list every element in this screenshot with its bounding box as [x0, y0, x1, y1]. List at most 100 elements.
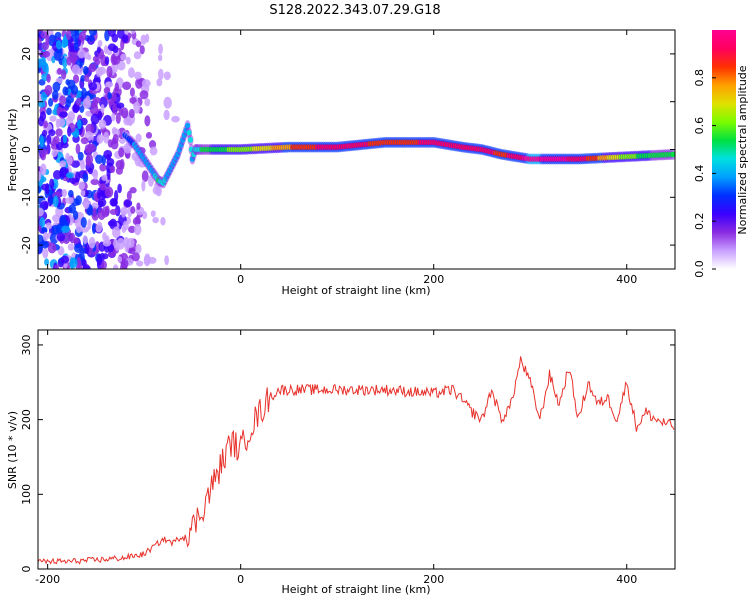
heatmap-cell	[66, 155, 73, 165]
heatmap-cell	[103, 45, 109, 54]
snr-x-tick-label: 400	[616, 573, 637, 586]
heatmap-cell	[93, 99, 98, 108]
heatmap-cell	[74, 30, 80, 40]
heatmap-cell	[77, 48, 86, 59]
heatmap-cell	[131, 252, 140, 262]
spectrogram-x-tick-label: 200	[423, 273, 444, 286]
snr-x-label: Height of straight line (km)	[281, 583, 430, 596]
heatmap-cell	[135, 77, 143, 89]
heatmap-cell	[92, 55, 100, 63]
heatmap-cell	[122, 81, 132, 91]
heatmap-cell	[46, 73, 51, 83]
heatmap-cell	[68, 189, 74, 198]
heatmap-cell	[126, 237, 135, 249]
heatmap-cell	[67, 111, 76, 122]
heatmap-cell	[102, 239, 112, 247]
heatmap-cell	[145, 33, 150, 43]
heatmap-cell	[62, 86, 69, 96]
heatmap-cell	[107, 30, 116, 37]
heatmap-cell	[122, 220, 129, 231]
heatmap-cell	[158, 43, 163, 55]
heatmap-cell	[110, 198, 116, 207]
heatmap-cell	[163, 96, 172, 109]
heatmap-cell	[54, 264, 59, 269]
spectrogram-panel: -200 0 200 400 -20 -10 0 10 20 Height of straig…	[6, 29, 676, 297]
heatmap-cell	[103, 131, 110, 144]
heatmap-cell	[78, 31, 87, 42]
heatmap-cell	[38, 58, 44, 69]
colorbar: 0.0 0.2 0.4 0.6 0.8 Normalized spectral ampl…	[693, 30, 749, 278]
heatmap-cell	[99, 183, 107, 191]
snr-y-tick-label: 300	[20, 334, 33, 355]
heatmap-cell	[135, 215, 141, 227]
snr-y-tick-label: 100	[20, 484, 33, 505]
heatmap-cell	[55, 128, 63, 137]
heatmap-cell	[85, 153, 94, 166]
heatmap-cell	[97, 46, 102, 54]
heatmap-cell	[66, 172, 74, 179]
heatmap-cell	[135, 260, 144, 267]
heatmap-cell	[127, 67, 135, 79]
heatmap-cell	[117, 183, 122, 194]
heatmap-cell	[48, 129, 56, 137]
heatmap-cell	[71, 64, 81, 75]
spectrogram-x-ticks: -200 0 200 400	[35, 30, 637, 286]
heatmap-cell	[128, 108, 135, 119]
heatmap-cell	[158, 68, 164, 81]
heatmap-cell	[112, 226, 121, 238]
heatmap-cell	[115, 112, 121, 124]
heatmap-cell	[88, 63, 97, 73]
heatmap-cell	[69, 257, 74, 269]
heatmap-cell	[157, 54, 163, 62]
heatmap-cell	[100, 103, 105, 114]
heatmap-cell	[39, 135, 44, 148]
heatmap-cell	[61, 225, 71, 233]
heatmap-cell	[114, 190, 119, 202]
spectrogram-heatmap	[38, 30, 675, 269]
heatmap-cell	[61, 188, 68, 198]
heatmap-cell	[78, 181, 85, 190]
heatmap-cell	[80, 189, 86, 197]
heatmap-cell	[134, 71, 142, 80]
heatmap-cell	[141, 179, 146, 192]
heatmap-cell	[111, 112, 116, 122]
spectrogram-y-tick-label: -20	[20, 236, 33, 254]
heatmap-cell	[107, 43, 117, 51]
colorbar-tick-label: 0.6	[693, 117, 706, 135]
spectrogram-x-tick-label: 0	[237, 273, 244, 286]
heatmap-cell	[87, 54, 92, 61]
heatmap-cell	[95, 224, 103, 233]
heatmap-cell	[147, 256, 157, 264]
heatmap-cell	[133, 51, 142, 60]
heatmap-cell	[129, 96, 137, 104]
heatmap-cell	[60, 255, 70, 264]
chart-title: S128.2022.343.07.29.G18	[269, 3, 440, 18]
heatmap-cell	[160, 217, 166, 226]
heatmap-cell	[67, 243, 75, 251]
spectrogram-y-tick-label: 20	[20, 47, 33, 61]
heatmap-cell	[123, 199, 133, 208]
heatmap-cell	[44, 258, 50, 266]
heatmap-cell	[67, 126, 72, 137]
heatmap-cell	[124, 30, 129, 36]
heatmap-cell	[38, 224, 42, 231]
heatmap-cell	[59, 160, 67, 168]
heatmap-cell	[51, 224, 60, 235]
heatmap-cell	[105, 205, 110, 217]
heatmap-cell	[92, 169, 99, 180]
heatmap-cell	[111, 137, 117, 145]
heatmap-cell	[76, 97, 82, 106]
heatmap-cell	[42, 247, 49, 259]
heatmap-cell	[107, 139, 113, 148]
heatmap-cell	[47, 242, 57, 254]
heatmap-cell	[55, 40, 62, 50]
heatmap-cell	[112, 264, 119, 269]
heatmap-cell	[40, 31, 49, 39]
heatmap-cell	[136, 202, 141, 211]
heatmap-cell	[163, 109, 170, 121]
heatmap-cell	[55, 118, 61, 129]
heatmap-cell	[41, 240, 49, 249]
heatmap-cell	[121, 34, 129, 43]
heatmap-cell	[103, 149, 113, 159]
heatmap-cell	[84, 73, 90, 83]
